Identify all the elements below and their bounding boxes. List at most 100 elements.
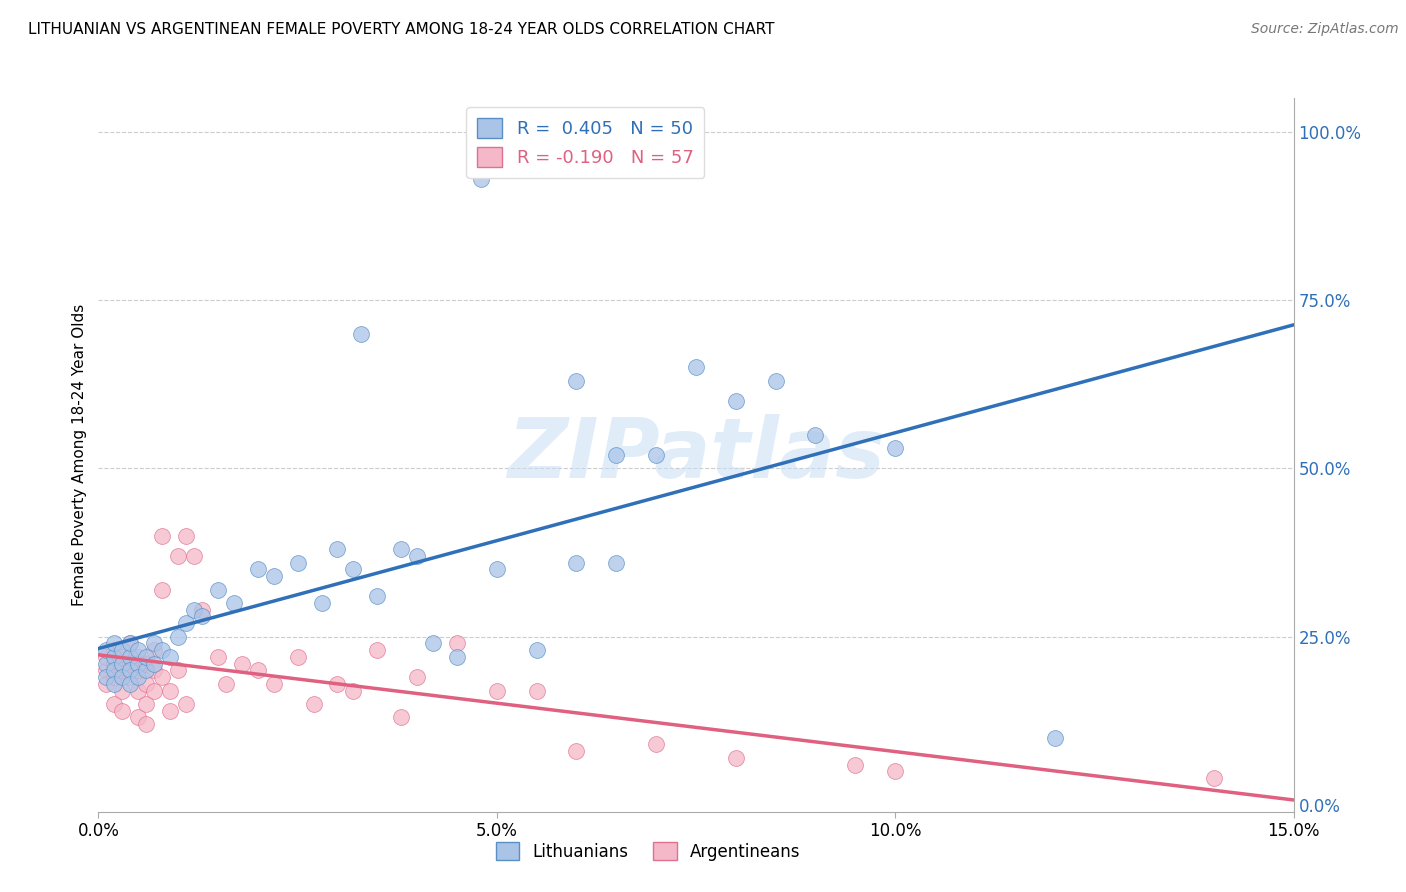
Point <box>263 569 285 583</box>
Point <box>342 562 364 576</box>
Point <box>422 636 444 650</box>
Point <box>120 677 142 691</box>
Point <box>135 717 157 731</box>
Point <box>526 683 548 698</box>
Point <box>1043 731 1066 745</box>
Point <box>724 751 747 765</box>
Point <box>287 649 309 664</box>
Point <box>167 664 190 678</box>
Point <box>183 549 205 563</box>
Point <box>804 427 827 442</box>
Point <box>724 394 747 409</box>
Point <box>389 710 412 724</box>
Point <box>326 542 349 557</box>
Point <box>215 677 238 691</box>
Point <box>111 649 134 664</box>
Point <box>645 738 668 752</box>
Point <box>222 596 245 610</box>
Point <box>143 636 166 650</box>
Point <box>167 549 190 563</box>
Point <box>150 582 173 597</box>
Point <box>191 609 214 624</box>
Point <box>565 374 588 388</box>
Point <box>150 670 173 684</box>
Point <box>103 664 125 678</box>
Point <box>246 562 269 576</box>
Point <box>1202 771 1225 785</box>
Point <box>174 616 197 631</box>
Text: Source: ZipAtlas.com: Source: ZipAtlas.com <box>1251 22 1399 37</box>
Y-axis label: Female Poverty Among 18-24 Year Olds: Female Poverty Among 18-24 Year Olds <box>72 304 87 606</box>
Text: LITHUANIAN VS ARGENTINEAN FEMALE POVERTY AMONG 18-24 YEAR OLDS CORRELATION CHART: LITHUANIAN VS ARGENTINEAN FEMALE POVERTY… <box>28 22 775 37</box>
Point <box>565 556 588 570</box>
Point <box>96 670 118 684</box>
Point <box>174 529 197 543</box>
Point <box>120 636 142 650</box>
Point <box>135 657 157 671</box>
Point <box>120 664 142 678</box>
Point <box>685 360 707 375</box>
Point <box>605 556 627 570</box>
Point <box>150 529 173 543</box>
Point <box>120 636 142 650</box>
Point <box>127 710 149 724</box>
Point <box>103 670 125 684</box>
Point <box>111 683 134 698</box>
Point <box>135 677 157 691</box>
Point <box>150 643 173 657</box>
Point <box>342 683 364 698</box>
Point <box>135 697 157 711</box>
Point <box>366 643 388 657</box>
Point <box>406 549 429 563</box>
Point <box>111 670 134 684</box>
Point <box>605 448 627 462</box>
Point <box>183 603 205 617</box>
Point <box>645 448 668 462</box>
Point <box>96 677 118 691</box>
Point <box>406 670 429 684</box>
Point <box>103 677 125 691</box>
Point <box>159 649 181 664</box>
Point <box>96 664 118 678</box>
Point <box>103 649 125 664</box>
Point <box>111 704 134 718</box>
Point <box>231 657 253 671</box>
Point <box>446 636 468 650</box>
Point <box>135 649 157 664</box>
Point <box>389 542 412 557</box>
Point <box>103 636 125 650</box>
Point <box>446 649 468 664</box>
Point <box>111 657 134 671</box>
Point <box>159 704 181 718</box>
Point <box>120 657 142 671</box>
Point <box>287 556 309 570</box>
Point <box>765 374 787 388</box>
Point <box>120 670 142 684</box>
Point <box>127 643 149 657</box>
Point <box>350 326 373 341</box>
Point <box>127 683 149 698</box>
Point <box>485 562 508 576</box>
Point <box>311 596 333 610</box>
Point <box>111 643 134 657</box>
Point <box>159 683 181 698</box>
Point <box>844 757 866 772</box>
Point <box>135 664 157 678</box>
Point <box>302 697 325 711</box>
Point <box>127 664 149 678</box>
Point <box>103 657 125 671</box>
Point <box>120 649 142 664</box>
Point <box>191 603 214 617</box>
Point <box>263 677 285 691</box>
Point <box>326 677 349 691</box>
Point <box>96 657 118 671</box>
Point <box>246 664 269 678</box>
Point <box>884 764 907 779</box>
Point <box>470 172 492 186</box>
Point <box>143 683 166 698</box>
Point <box>207 582 229 597</box>
Point <box>96 643 118 657</box>
Point <box>485 683 508 698</box>
Point <box>96 649 118 664</box>
Point <box>565 744 588 758</box>
